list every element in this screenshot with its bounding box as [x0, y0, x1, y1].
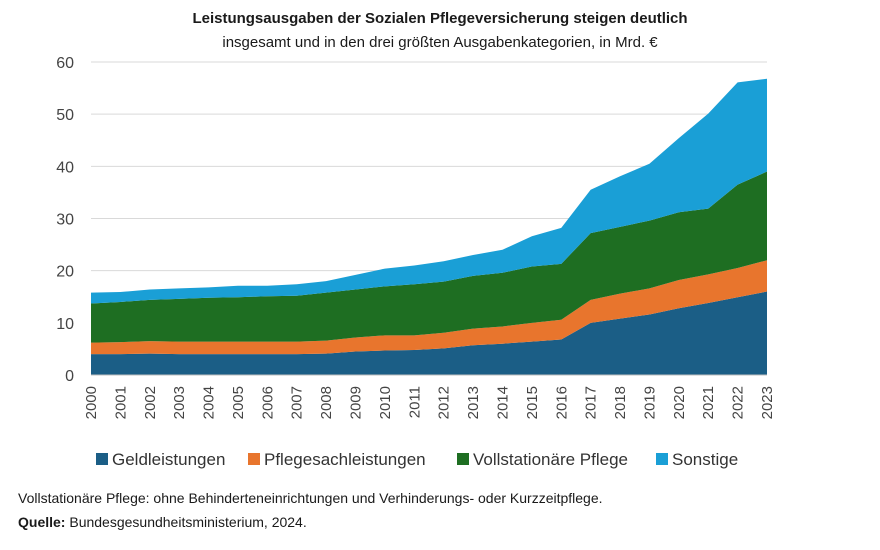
y-tick-label: 60	[56, 55, 74, 72]
x-tick-label: 2010	[377, 386, 394, 419]
legend-swatch-geldleistungen	[96, 453, 108, 465]
legend-label-sonstige: Sonstige	[672, 450, 738, 469]
y-tick-label: 20	[56, 264, 74, 281]
x-tick-label: 2020	[671, 386, 688, 419]
area-series-group	[91, 78, 767, 376]
x-tick-label: 2023	[759, 386, 776, 419]
x-tick-label: 2012	[436, 386, 453, 419]
x-tick-label: 2007	[289, 386, 306, 419]
x-tick-label: 2008	[318, 386, 335, 419]
y-tick-label: 0	[65, 368, 74, 385]
x-tick-label: 2019	[641, 386, 658, 419]
x-tick-label: 2006	[259, 386, 276, 419]
x-axis-ticks: 2000 2001 2002 2003 2004 2005 2006 2007 2008 2009…	[83, 386, 776, 419]
x-tick-label: 2021	[700, 386, 717, 419]
area-pflegesachleistungen	[91, 260, 767, 355]
x-tick-label: 2003	[171, 386, 188, 419]
y-tick-label: 30	[56, 212, 74, 229]
legend-label-pflegesachleistungen: Pflegesachleistungen	[264, 450, 426, 469]
legend-swatch-pflegesachleistungen	[248, 453, 260, 465]
legend-swatch-sonstige	[656, 453, 668, 465]
x-tick-label: 2004	[201, 386, 218, 419]
source-label: Quelle:	[18, 514, 66, 530]
area-vollstationäre-pflege	[91, 171, 767, 343]
x-tick-label: 2013	[465, 386, 482, 419]
source-line: Quelle: Bundesgesundheitsministerium, 20…	[18, 514, 307, 530]
y-axis-ticks: 0 10 20 30 40 50 60	[56, 55, 74, 385]
x-tick-label: 2016	[553, 386, 570, 419]
x-tick-label: 2001	[112, 386, 129, 419]
y-tick-label: 50	[56, 107, 74, 124]
legend-swatch-vollstationäre-pflege	[457, 453, 469, 465]
x-tick-label: 2015	[524, 386, 541, 419]
footnote: Vollstationäre Pflege: ohne Behindertene…	[18, 490, 603, 506]
x-tick-label: 2005	[230, 386, 247, 419]
x-tick-label: 2009	[348, 386, 365, 419]
x-tick-label: 2002	[142, 386, 159, 419]
x-tick-label: 2018	[612, 386, 629, 419]
x-tick-label: 2017	[583, 386, 600, 419]
area-sonstige	[91, 78, 767, 304]
x-tick-label: 2000	[83, 386, 100, 419]
source-text: Bundesgesundheitsministerium, 2024.	[69, 514, 307, 530]
legend-label-geldleistungen: Geldleistungen	[112, 450, 225, 469]
x-tick-label: 2014	[494, 386, 511, 419]
legend-label-vollstationäre-pflege: Vollstationäre Pflege	[473, 450, 628, 469]
chart-subtitle: insgesamt und in den drei größten Ausgab…	[222, 34, 658, 51]
x-tick-label: 2022	[730, 386, 747, 419]
x-tick-label: 2011	[406, 386, 423, 418]
chart-title: Leistungsausgaben der Sozialen Pflegever…	[192, 10, 688, 27]
legend: Geldleistungen Pflegesachleistungen Vollst…	[96, 450, 738, 469]
y-tick-label: 40	[56, 159, 74, 176]
y-tick-label: 10	[56, 316, 74, 333]
